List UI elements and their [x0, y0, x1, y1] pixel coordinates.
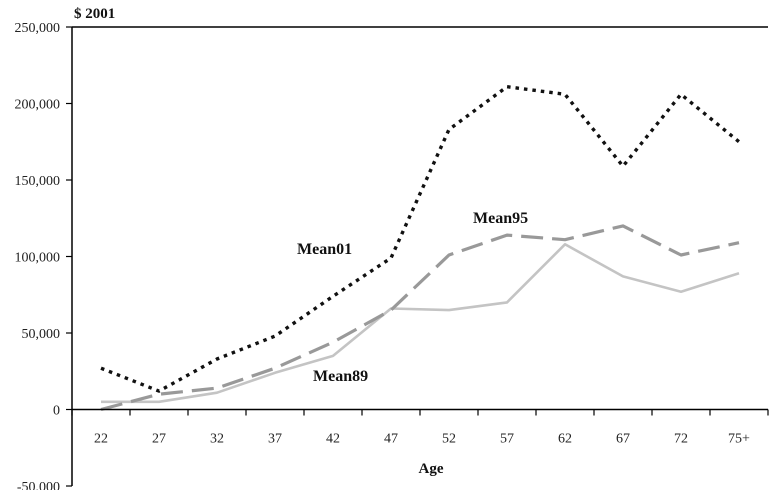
- y-tick-label: 50,000: [22, 327, 61, 342]
- x-tick-label: 37: [268, 432, 282, 447]
- series-label-mean01: Mean01: [297, 241, 352, 258]
- series-line-mean95: [100, 224, 740, 412]
- series-lines: [100, 84, 741, 412]
- y-axis-ticks: 250,000 200,000 150,000 100,000 50,000 0 -50,0…: [15, 21, 72, 490]
- x-tick-label: 27: [152, 432, 166, 447]
- series-line-mean01: [100, 84, 741, 393]
- series-line-mean89: [101, 243, 740, 404]
- y-tick-label: 250,000: [15, 21, 61, 36]
- x-tick-label: 72: [674, 432, 688, 447]
- y-tick-label: 150,000: [15, 174, 61, 189]
- x-tick-label: 75+: [728, 432, 750, 447]
- y-axis-title: $ 2001: [74, 6, 115, 22]
- x-tick-label: 52: [442, 432, 456, 447]
- x-axis-title: Age: [419, 461, 444, 477]
- y-tick-label: -50,000: [17, 480, 60, 490]
- x-tick-label: 57: [500, 432, 514, 447]
- y-tick-label: 200,000: [15, 98, 61, 113]
- y-tick-label: 100,000: [15, 251, 61, 266]
- x-tick-label: 22: [94, 432, 108, 447]
- x-tick-label: 67: [616, 432, 630, 447]
- series-label-mean95: Mean95: [473, 210, 528, 227]
- x-tick-label: 42: [326, 432, 340, 447]
- x-tick-label: 62: [558, 432, 572, 447]
- y-tick-label: 0: [53, 404, 60, 419]
- x-tick-label: 32: [210, 432, 224, 447]
- series-labels: Mean01 Mean95 Mean89: [297, 210, 528, 385]
- x-axis-ticks: 22 27 32 37 42 47 52 57 62 67 72 75+: [71, 409, 769, 447]
- series-label-mean89: Mean89: [313, 368, 368, 385]
- x-tick-label: 47: [384, 432, 398, 447]
